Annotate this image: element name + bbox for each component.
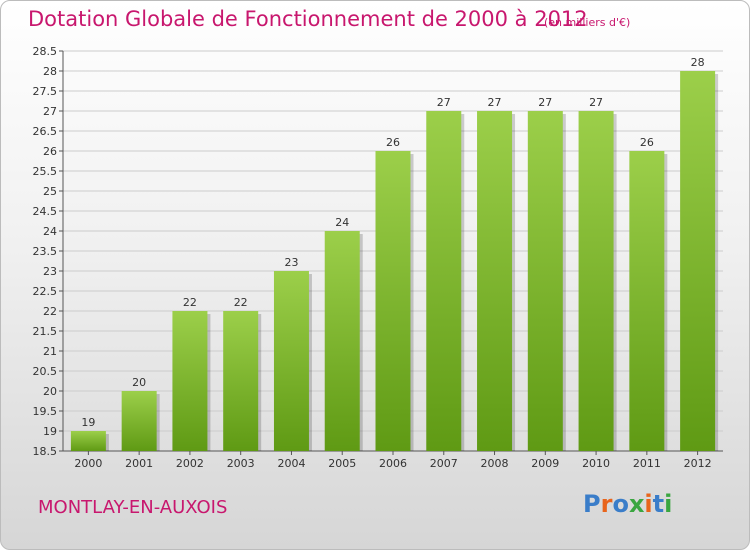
proxiti-logo[interactable]: Proxiti [583,490,673,518]
bar-2010 [578,111,614,451]
bar-2003 [223,311,259,451]
x-tick-label: 2004 [277,457,305,470]
bar-2002 [172,311,208,451]
x-tick-label: 2005 [328,457,356,470]
bar-2011 [629,151,665,451]
bar-2001 [121,391,157,451]
value-label: 28 [691,56,705,69]
y-tick-label: 23 [43,265,57,278]
y-tick-label: 24 [43,225,57,238]
chart-title: Dotation Globale de Fonctionnement de 20… [28,7,588,31]
y-tick-label: 28.5 [33,45,58,58]
bar-2005 [324,231,360,451]
y-tick-label: 22 [43,305,57,318]
bar-2012 [680,71,716,451]
bars [70,71,719,451]
y-tick-label: 27.5 [33,85,58,98]
x-tick-label: 2006 [379,457,407,470]
bar-2004 [273,271,309,451]
value-label: 27 [488,96,502,109]
value-label: 22 [234,296,248,309]
y-tick-label: 22.5 [33,285,58,298]
y-tick-label: 18.5 [33,445,58,458]
value-label: 26 [640,136,654,149]
value-label: 22 [183,296,197,309]
x-tick-label: 2002 [176,457,204,470]
bar-2006 [375,151,411,451]
y-tick-label: 28 [43,65,57,78]
y-tick-label: 23.5 [33,245,58,258]
y-tick-label: 21 [43,345,57,358]
city-name: MONTLAY-EN-AUXOIS [38,497,228,518]
x-tick-label: 2009 [531,457,559,470]
value-label: 19 [81,416,95,429]
y-tick-label: 25 [43,185,57,198]
x-tick-label: 2008 [481,457,509,470]
value-label: 26 [386,136,400,149]
x-tick-label: 2000 [74,457,102,470]
x-tick-label: 2001 [125,457,153,470]
x-tick-label: 2003 [227,457,255,470]
y-tick-label: 19.5 [33,405,58,418]
x-tick-label: 2010 [582,457,610,470]
y-tick-label: 19 [43,425,57,438]
y-tick-label: 24.5 [33,205,58,218]
bar-2009 [527,111,563,451]
bar-2007 [426,111,462,451]
value-label: 27 [538,96,552,109]
y-tick-label: 20.5 [33,365,58,378]
value-label: 27 [589,96,603,109]
value-label: 23 [284,256,298,269]
bar-2000 [70,431,106,451]
y-tick-label: 27 [43,105,57,118]
labels: 18.5 19 19.5 20 20.5 21 21.5 22 22.5 23 23.5 24 24.5… [33,45,712,470]
x-tick-label: 2007 [430,457,458,470]
value-label: 24 [335,216,349,229]
x-tick-label: 2012 [684,457,712,470]
y-tick-label: 25.5 [33,165,58,178]
y-tick-label: 26.5 [33,125,58,138]
bar-2008 [477,111,513,451]
y-tick-label: 21.5 [33,325,58,338]
value-label: 20 [132,376,146,389]
y-tick-label: 26 [43,145,57,158]
y-tick-label: 20 [43,385,57,398]
value-label: 27 [437,96,451,109]
chart-subtitle: (en milliers d'€) [544,16,631,29]
x-tick-label: 2011 [633,457,661,470]
